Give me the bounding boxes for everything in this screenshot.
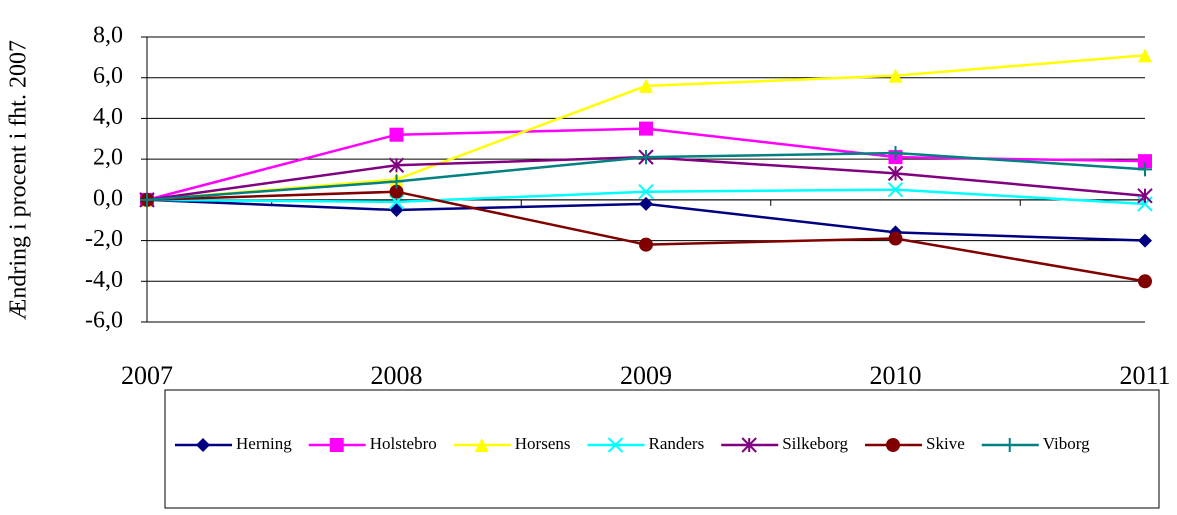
marker — [140, 192, 154, 207]
legend-label: Holstebro — [370, 434, 437, 453]
marker — [1138, 48, 1152, 63]
x-tick-label: 2007 — [121, 361, 173, 390]
y-tick-label: -4,0 — [85, 267, 123, 293]
y-axis-label: Ændring i procent i fht. 2007 — [6, 40, 32, 320]
marker — [887, 181, 904, 198]
legend-label: Viborg — [1043, 434, 1090, 453]
legend-label: Herning — [236, 434, 292, 453]
y-tick-label: 4,0 — [93, 104, 123, 130]
marker — [1002, 438, 1017, 452]
marker — [389, 174, 404, 189]
marker — [388, 194, 405, 210]
legend-item: Viborg — [981, 434, 1090, 453]
x-tick-label: 2010 — [870, 361, 922, 390]
legend-item: Silkeborg — [721, 434, 849, 453]
marker — [888, 231, 903, 246]
legend-item: Holstebro — [308, 434, 437, 453]
marker — [639, 121, 653, 136]
marker — [639, 196, 653, 211]
legend-item: Horsens — [453, 434, 571, 453]
legend-label: Silkeborg — [782, 434, 848, 453]
x-tick-label: 2008 — [371, 361, 423, 390]
marker — [741, 437, 757, 453]
marker — [1137, 188, 1153, 204]
marker — [389, 203, 404, 218]
marker — [888, 146, 903, 161]
marker — [886, 438, 901, 452]
marker — [329, 438, 344, 452]
marker — [607, 437, 624, 453]
legend-item: Skive — [865, 434, 965, 453]
marker — [1138, 162, 1152, 177]
y-tick-label: -2,0 — [85, 226, 123, 252]
x-tick-label: 2009 — [620, 361, 672, 390]
legend-item: Herning — [175, 434, 292, 453]
x-tick-label: 2011 — [1119, 361, 1170, 390]
y-tick-label: 2,0 — [93, 145, 123, 171]
marker — [639, 237, 653, 252]
y-tick-label: 6,0 — [93, 63, 123, 89]
marker — [887, 165, 904, 182]
legend-item: Randers — [587, 434, 704, 453]
marker — [1138, 233, 1152, 248]
marker — [474, 438, 489, 452]
marker — [1138, 154, 1152, 169]
marker — [1138, 274, 1152, 289]
legend-label: Horsens — [515, 434, 571, 453]
marker — [196, 438, 210, 452]
y-tick-label: 8,0 — [93, 23, 123, 49]
marker — [388, 157, 405, 173]
legend-label: Randers — [648, 434, 704, 453]
marker — [639, 150, 653, 165]
marker — [888, 68, 903, 83]
y-tick-label: -6,0 — [85, 308, 123, 334]
marker — [639, 78, 653, 93]
legend-label: Skive — [926, 434, 965, 453]
y-tick-label: 0,0 — [93, 185, 123, 211]
marker — [638, 184, 654, 200]
marker — [389, 184, 404, 199]
marker — [389, 127, 404, 142]
